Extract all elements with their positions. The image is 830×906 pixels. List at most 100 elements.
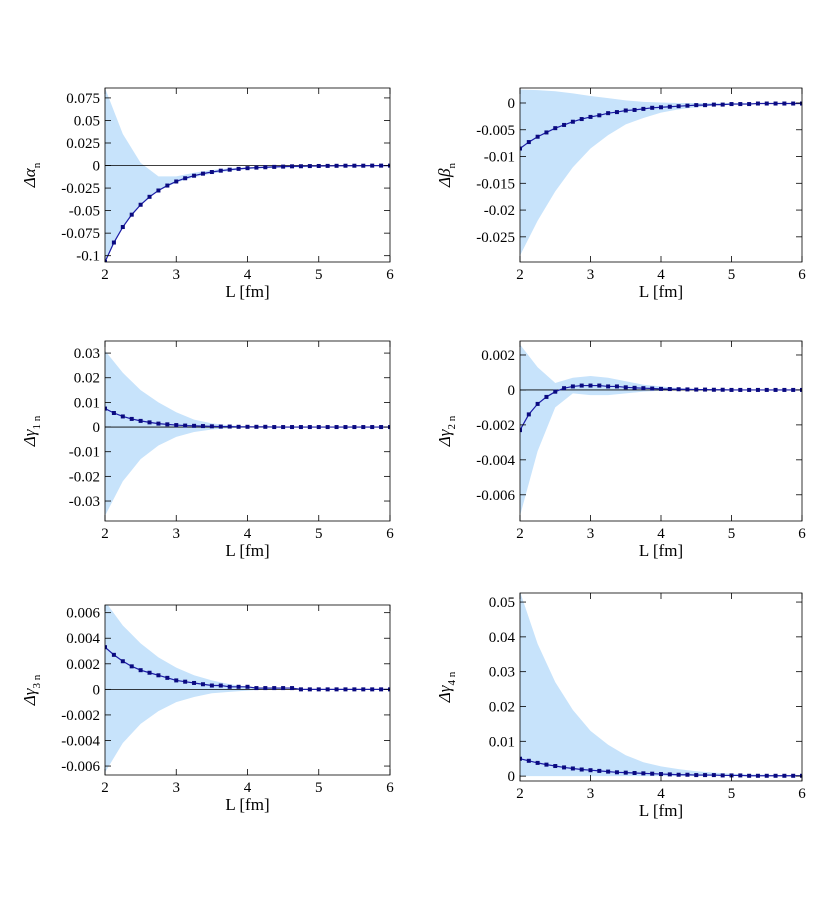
y-tick-label: -0.004 <box>476 453 515 469</box>
y-axis-label-main: Δβ <box>435 168 454 188</box>
data-point <box>650 771 655 776</box>
data-point <box>156 188 161 193</box>
y-tick-label: 0.05 <box>489 595 515 611</box>
data-point <box>254 686 259 691</box>
data-point <box>361 163 366 168</box>
data-point <box>272 164 277 169</box>
data-point <box>138 668 143 673</box>
data-point <box>227 684 232 689</box>
y-tick-label: -0.075 <box>61 226 100 242</box>
x-tick-label: 3 <box>587 526 595 542</box>
data-point <box>200 682 205 687</box>
data-point <box>520 146 522 151</box>
y-tick-label: 0.004 <box>66 631 100 647</box>
data-point <box>334 425 339 430</box>
y-axis-label-sub: 1 n <box>31 415 43 429</box>
data-point <box>236 424 241 429</box>
x-tick-label: 5 <box>315 780 323 796</box>
x-tick-label: 5 <box>728 526 736 542</box>
data-point <box>209 683 214 688</box>
data-point <box>773 773 778 778</box>
data-point <box>147 420 152 425</box>
y-tick-label: 0.006 <box>66 606 100 622</box>
data-point <box>632 107 637 112</box>
data-point <box>553 389 558 394</box>
y-tick-label: 0.02 <box>74 371 100 387</box>
data-point <box>597 768 602 773</box>
data-point <box>245 424 250 429</box>
data-point <box>782 387 787 392</box>
data-point <box>325 687 330 692</box>
data-point <box>520 428 522 433</box>
data-point <box>129 212 134 217</box>
data-point <box>544 130 549 135</box>
error-band <box>105 350 390 516</box>
data-point <box>676 387 681 392</box>
y-tick-label: 0.002 <box>66 657 100 673</box>
y-tick-label: -0.002 <box>61 708 100 724</box>
data-point <box>703 773 708 778</box>
x-tick-label: 4 <box>657 786 665 802</box>
data-point <box>720 773 725 778</box>
x-tick-label: 6 <box>386 526 394 542</box>
x-tick-label: 5 <box>728 786 736 802</box>
data-point <box>800 101 802 106</box>
data-point <box>711 102 716 107</box>
data-point <box>738 773 743 778</box>
data-point <box>711 387 716 392</box>
y-axis-label: Δβn <box>435 163 458 188</box>
x-tick-label: 4 <box>244 780 252 796</box>
y-tick-label: -0.02 <box>484 203 515 219</box>
x-tick-label: 3 <box>587 786 595 802</box>
data-point <box>659 105 663 110</box>
data-point <box>245 166 250 171</box>
y-axis-label-sub: n <box>31 162 43 168</box>
data-point <box>111 240 116 245</box>
y-tick-label: 0 <box>508 96 516 112</box>
panel: -0.03 -0.02 -0.01 0 0.01 0.02 0.03 2 3 4 5 6 L [fm] Δ… <box>20 340 394 560</box>
x-axis-label: L [fm] <box>225 541 269 560</box>
x-tick-label: 4 <box>657 267 665 283</box>
data-point <box>641 771 646 776</box>
data-point <box>562 122 567 127</box>
data-point <box>129 664 134 669</box>
y-tick-label: 0.05 <box>74 113 100 129</box>
y-axis-label: Δγ4 n <box>435 671 458 703</box>
data-point <box>290 686 295 691</box>
x-axis-label: L [fm] <box>639 801 683 820</box>
data-point <box>720 102 725 107</box>
data-point <box>562 386 567 391</box>
data-point <box>352 687 357 692</box>
data-point <box>379 163 384 168</box>
data-point <box>272 686 277 691</box>
y-axis-label: Δγ3 n <box>20 674 43 706</box>
data-point <box>535 760 540 765</box>
data-point <box>281 686 286 691</box>
data-point <box>703 387 708 392</box>
x-tick-label: 2 <box>101 780 109 796</box>
y-tick-label: 0 <box>508 383 516 399</box>
data-point <box>632 770 637 775</box>
y-tick-label: -0.05 <box>69 204 100 220</box>
data-point <box>738 387 743 392</box>
data-point <box>174 678 179 683</box>
data-point <box>526 758 531 763</box>
y-tick-label: 0.002 <box>481 348 515 364</box>
y-tick-label: -0.004 <box>61 733 100 749</box>
y-tick-label: 0.075 <box>66 91 100 107</box>
data-point <box>535 134 540 139</box>
data-point <box>667 104 672 109</box>
data-point <box>650 105 655 110</box>
data-point <box>156 421 161 426</box>
data-point <box>343 687 348 692</box>
x-tick-label: 3 <box>173 267 181 283</box>
y-tick-label: 0 <box>93 682 101 698</box>
y-tick-label: -0.01 <box>484 150 515 166</box>
data-point <box>147 194 152 199</box>
y-tick-label: -0.1 <box>76 249 100 265</box>
data-point <box>676 772 681 777</box>
panel: -0.025 -0.02 -0.015 -0.01 -0.005 0 2 3 4 5 6 L [fm]… <box>435 87 806 301</box>
data-point <box>272 425 277 430</box>
data-point <box>667 772 672 777</box>
